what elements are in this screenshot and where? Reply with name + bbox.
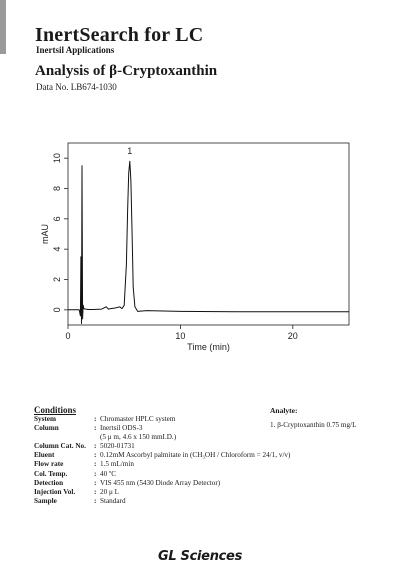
condition-colon: : [94,451,97,460]
conditions-table: System: Chromaster HPLC system Column: Iner… [34,415,290,506]
condition-key: Eluent [34,451,55,460]
condition-row: Flow rate:1.5 mL/min [34,460,290,469]
condition-colon: : [94,469,97,478]
condition-value: 40 ºC [100,469,117,478]
condition-colon: : [94,478,97,487]
peak-label: 1 [127,146,132,156]
y-tick-label: 6 [52,216,62,221]
condition-value: Inertsil ODS-3 [100,424,143,433]
condition-key: Column Cat. No. [34,442,86,451]
condition-colon: : [94,487,97,496]
condition-key: Flow rate [34,460,64,469]
y-tick-label: 10 [52,153,62,163]
plot-frame [67,142,350,326]
condition-row: Eluent:0.12mM Ascorbyl palmitate in (CH₃… [34,451,290,460]
condition-key: Sample [34,496,57,505]
condition-row: Col. Temp.:40 ºC [34,470,290,479]
y-tick-label: 4 [52,247,62,252]
condition-colon: : [94,496,97,505]
condition-row: Column Cat. No.:5020-01731 [34,442,290,451]
brand-subtitle: Inertsil Applications [36,45,115,55]
data-number: Data No. LB674-1030 [36,82,117,92]
condition-key: Detection [34,478,64,487]
page-title: Analysis of β-Cryptoxanthin [35,63,218,79]
gl-sciences-logo: GL Sciences [157,549,243,564]
condition-key: Column [34,424,59,433]
condition-row: Detection: VIS 455 nm (5430 Diode Array D… [34,479,290,488]
condition-row: Column: Inertsil ODS-3 [34,424,290,433]
condition-row: (5 μ m, 4.6 x 150 mmI.D.) [34,433,290,442]
condition-value: Standard [100,496,126,505]
x-axis-label: Time (min) [187,342,230,352]
header-side-bar [0,0,6,54]
chromatogram-trace [68,160,350,324]
condition-value: 20 μ L [100,487,120,496]
condition-colon: : [94,460,97,469]
condition-key [34,433,94,442]
analyte-heading: Analyte: [270,406,298,415]
condition-key: Col. Temp. [34,469,68,478]
x-tick-label: 0 [65,331,70,341]
y-tick-label: 8 [52,186,62,191]
condition-value: 1.5 mL/min [100,460,134,469]
x-tick-label: 10 [175,331,185,341]
conditions-heading: Conditions [34,405,77,415]
condition-key: System [34,415,56,423]
condition-value: 0.12mM Ascorbyl palmitate in (CH₃OH / Ch… [100,451,291,460]
analyte-item: 1. β-Cryptoxanthin 0.75 mg/L [270,421,357,429]
condition-colon: : [94,424,97,433]
condition-row: System: Chromaster HPLC system [34,415,290,424]
condition-row: Injection Vol.:20 μ L [34,488,290,497]
condition-value: 5020-01731 [100,442,135,451]
condition-value: (5 μ m, 4.6 x 150 mmI.D.) [100,433,177,442]
y-axis-label: mAU [40,224,50,244]
x-tick-label: 20 [288,331,298,341]
brand-title: InertSearch for LC [35,24,204,46]
condition-row: Sample: Standard [34,497,290,506]
condition-key: Injection Vol. [34,487,76,496]
condition-value: VIS 455 nm (5430 Diode Array Detector) [100,478,221,487]
y-tick-label: 2 [52,277,62,282]
condition-colon: : [94,442,97,451]
y-tick-label: 0 [52,307,62,312]
condition-value: Chromaster HPLC system [100,415,176,423]
condition-colon: : [94,415,97,423]
